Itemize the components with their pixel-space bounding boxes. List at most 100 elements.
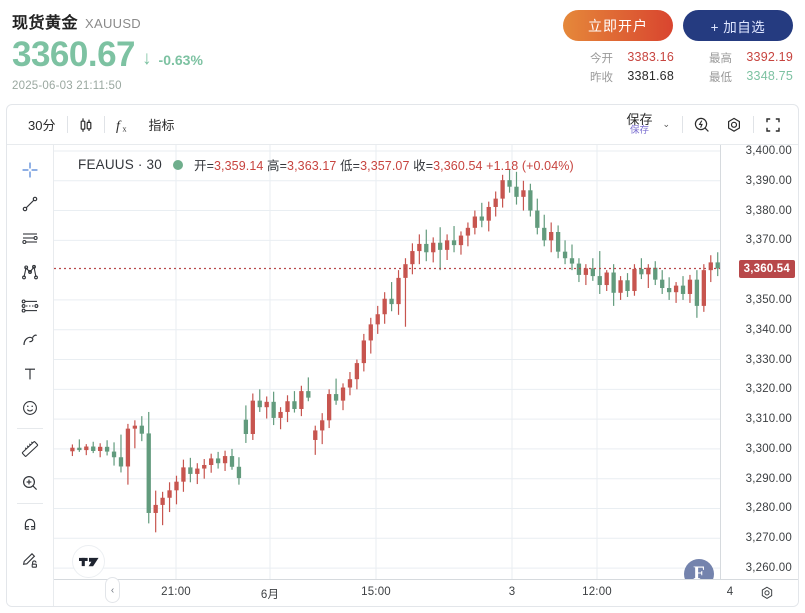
time-tick: 4 xyxy=(726,586,734,598)
crosshair-tool-icon[interactable] xyxy=(14,153,46,187)
legend-open-value: 3,359.14 xyxy=(213,159,264,173)
toolbar-divider-2 xyxy=(104,116,106,133)
price-axis[interactable]: 3,400.00 3,390.00 3,380.00 3,370.00 3,350.00… xyxy=(720,145,798,579)
save-sublabel: 保存 xyxy=(629,125,649,137)
time-tick: 21:00 xyxy=(161,586,191,598)
last-price: 3360.67 xyxy=(12,35,136,74)
horizontal-lines-tool-icon[interactable] xyxy=(14,221,46,255)
stat-label-prev-close: 昨收 xyxy=(590,72,613,84)
emoji-tool-icon[interactable] xyxy=(14,391,46,425)
tradingview-logo-icon xyxy=(78,557,99,566)
alert-search-icon[interactable] xyxy=(687,112,717,138)
price-tick: 3,290.00 xyxy=(745,472,792,485)
legend-symbol: FEAUUS · 30 xyxy=(78,157,162,172)
fullscreen-icon[interactable] xyxy=(758,112,788,138)
fib-retracement-tool-icon[interactable] xyxy=(14,289,46,323)
legend-high-value: 3,363.17 xyxy=(287,159,337,173)
legend-change: +1.18 (+0.04%) xyxy=(486,159,574,173)
open-account-button[interactable]: 立即开户 xyxy=(563,10,673,41)
candlestick-icon[interactable] xyxy=(71,112,101,138)
price-tick: 3,270.00 xyxy=(745,532,792,545)
stat-value-prev-close: 3381.68 xyxy=(627,69,674,83)
sidebar-divider xyxy=(17,428,43,429)
price-tick: 3,260.00 xyxy=(745,562,792,575)
legend-low-value: 3,357.07 xyxy=(360,159,410,173)
sidebar-divider-2 xyxy=(17,503,43,504)
stat-value-low: 3348.75 xyxy=(746,69,793,83)
time-tick: 6月 xyxy=(260,589,280,601)
chevron-down-icon[interactable]: ⌄ xyxy=(662,119,670,129)
brush-tool-icon[interactable] xyxy=(14,323,46,357)
lock-drawings-tool-icon[interactable] xyxy=(14,541,46,575)
price-tick: 3,340.00 xyxy=(745,323,792,336)
quote-timestamp: 2025-06-03 21:11:50 xyxy=(12,79,122,92)
time-tick: 3 xyxy=(508,586,516,598)
stat-value-high: 3392.19 xyxy=(746,50,793,64)
toolbar-right: 保存 保存 ⌄ xyxy=(622,112,788,138)
quote-header: 现货黄金 XAUUSD 3360.67 ↓ -0.63% 2025-06-03 … xyxy=(0,0,805,103)
legend-close-label: 收= xyxy=(413,159,434,173)
chart-card: 30分 f x 指标 xyxy=(6,104,799,607)
price-tick: 3,300.00 xyxy=(745,442,792,455)
stat-label-open: 今开 xyxy=(590,53,613,65)
symbol-row: 现货黄金 XAUUSD xyxy=(12,9,793,33)
price-tick: 3,380.00 xyxy=(745,204,792,217)
legend-close-value: 3,360.54 xyxy=(433,159,483,173)
drawing-tools-sidebar xyxy=(7,145,54,606)
svg-text:x: x xyxy=(123,124,127,133)
legend-ohlc: 开=3,359.14 高=3,363.17 低=3,357.07 收=3,360… xyxy=(194,155,574,174)
symbol-name: 现货黄金 xyxy=(12,15,79,32)
candlestick-plot[interactable] xyxy=(54,145,720,579)
toolbar-divider-4 xyxy=(753,116,754,133)
current-price-tag: 3,360.54 xyxy=(738,259,795,278)
save-label: 保存 xyxy=(626,111,653,127)
price-tick: 3,400.00 xyxy=(745,144,792,157)
price-tick: 3,310.00 xyxy=(745,413,792,426)
price-direction-arrow-icon: ↓ xyxy=(142,47,152,69)
tradingview-logo xyxy=(72,545,105,578)
price-tick: 3,370.00 xyxy=(745,234,792,247)
pattern-tool-icon[interactable] xyxy=(14,255,46,289)
scroll-left-button[interactable]: ‹ xyxy=(105,577,120,603)
stat-value-open: 3383.16 xyxy=(627,50,674,64)
price-tick: 3,350.00 xyxy=(745,293,792,306)
toolbar-left: 30分 f x 指标 xyxy=(7,112,183,138)
add-to-watchlist-button[interactable]: + 加自选 xyxy=(683,10,793,41)
legend-open-label: 开= xyxy=(193,159,214,173)
zoom-in-tool-icon[interactable] xyxy=(14,466,46,500)
legend-low-label: 低= xyxy=(340,159,361,173)
chart-toolbar: 30分 f x 指标 xyxy=(7,105,798,145)
trend-line-tool-icon[interactable] xyxy=(14,187,46,221)
price-tick: 3,320.00 xyxy=(745,383,792,396)
price-row: 3360.67 ↓ -0.63% xyxy=(12,35,793,74)
legend-status-dot-icon xyxy=(172,159,183,170)
indicators-button[interactable]: 指标 xyxy=(148,118,175,133)
time-axis-settings-icon[interactable] xyxy=(758,584,776,606)
text-tool-icon[interactable] xyxy=(14,357,46,391)
settings-hex-icon[interactable] xyxy=(719,112,749,138)
chart-legend: FEAUUS · 30 开=3,359.14 高=3,363.17 低=3,35… xyxy=(78,155,574,174)
stat-label-high: 最高 xyxy=(709,53,732,65)
svg-text:f: f xyxy=(116,119,122,134)
price-change-percent: -0.63% xyxy=(158,52,203,69)
legend-high-label: 高= xyxy=(267,159,288,173)
quote-stats: 今开 3383.16 最高 3392.19 昨收 3381.68 最低 3348… xyxy=(590,50,793,85)
price-tick: 3,390.00 xyxy=(745,174,792,187)
toolbar-divider xyxy=(67,116,69,133)
time-tick: 15:00 xyxy=(361,586,391,598)
header-buttons: 立即开户 + 加自选 xyxy=(563,10,793,41)
time-axis[interactable]: 21:00 6月 15:00 3 12:00 4 xyxy=(54,579,798,606)
chart-body: FEAUUS · 30 开=3,359.14 高=3,363.17 低=3,35… xyxy=(54,145,798,606)
measure-tool-icon[interactable] xyxy=(14,432,46,466)
interval-selector[interactable]: 30分 xyxy=(28,118,56,133)
symbol-code: XAUUSD xyxy=(85,16,141,31)
plot-svg xyxy=(54,145,720,579)
magnet-tool-icon[interactable] xyxy=(14,507,46,541)
indicators-fx-icon[interactable]: f x xyxy=(108,112,138,138)
toolbar-divider-3 xyxy=(682,116,683,133)
time-tick: 12:00 xyxy=(582,586,612,598)
save-button[interactable]: 保存 保存 xyxy=(622,113,656,137)
stat-label-low: 最低 xyxy=(709,72,732,84)
price-tick: 3,330.00 xyxy=(745,353,792,366)
